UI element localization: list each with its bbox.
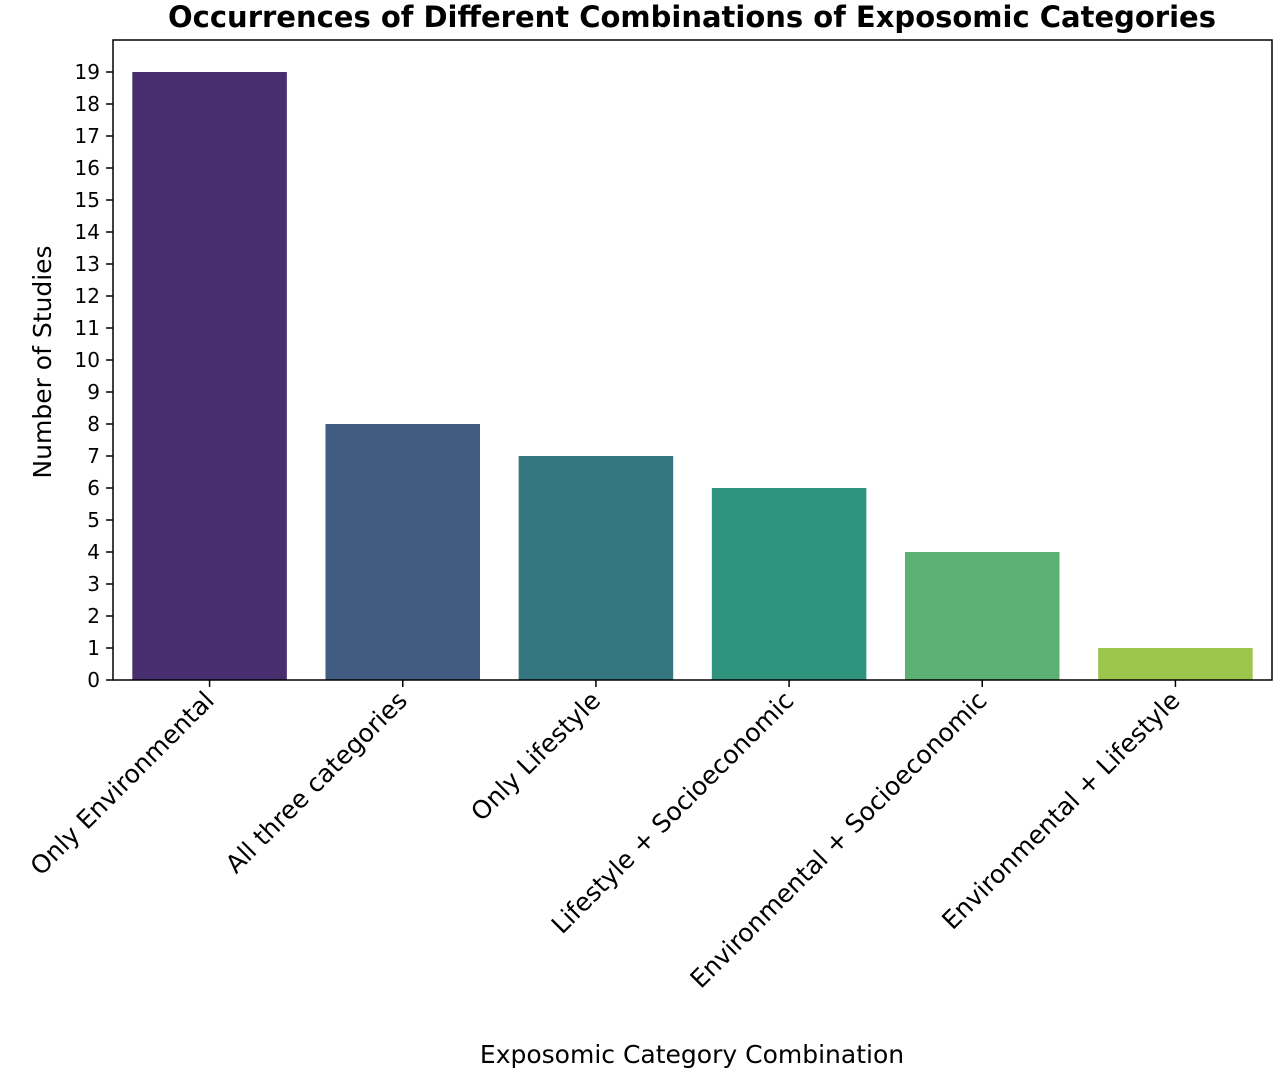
y-tick-label-17: 17 xyxy=(75,124,100,148)
y-axis-label: Number of Studies xyxy=(28,245,57,478)
x-tick-label-0: Only Environmental xyxy=(25,686,220,881)
y-tick-label-5: 5 xyxy=(87,508,100,532)
bar-5 xyxy=(1098,648,1253,680)
y-tick-label-12: 12 xyxy=(75,284,100,308)
y-tick-label-1: 1 xyxy=(87,636,100,660)
chart-title: Occurrences of Different Combinations of… xyxy=(168,0,1216,34)
y-tick-label-15: 15 xyxy=(75,188,100,212)
x-axis: Only Environmental All three categories On… xyxy=(25,680,1186,994)
plot-frame xyxy=(112,39,1273,681)
y-tick-label-10: 10 xyxy=(75,348,100,372)
y-tick-label-14: 14 xyxy=(75,220,100,244)
y-tick-label-3: 3 xyxy=(87,572,100,596)
y-tick-label-9: 9 xyxy=(87,380,100,404)
y-tick-label-7: 7 xyxy=(87,444,100,468)
x-axis-label: Exposomic Category Combination xyxy=(480,1040,904,1069)
bar-1 xyxy=(325,424,481,680)
y-tick-label-2: 2 xyxy=(87,604,100,628)
x-tick-label-4: Environmental + Socioeconomic xyxy=(685,686,993,994)
y-tick-label-19: 19 xyxy=(75,60,100,84)
y-tick-label-6: 6 xyxy=(87,476,100,500)
bar-3 xyxy=(711,488,867,680)
y-tick-label-18: 18 xyxy=(75,92,100,116)
y-tick-label-0: 0 xyxy=(87,668,100,692)
bars-group xyxy=(132,72,1253,680)
bar-2 xyxy=(518,456,674,680)
y-tick-label-16: 16 xyxy=(75,156,100,180)
y-tick-label-4: 4 xyxy=(87,540,100,564)
bar-4 xyxy=(904,552,1060,680)
y-tick-label-11: 11 xyxy=(75,316,100,340)
x-tick-label-2: Only Lifestyle xyxy=(465,686,606,827)
y-tick-label-13: 13 xyxy=(75,252,100,276)
x-tick-label-1: All three categories xyxy=(220,686,413,879)
bar-0 xyxy=(132,72,287,680)
y-tick-label-8: 8 xyxy=(87,412,100,436)
